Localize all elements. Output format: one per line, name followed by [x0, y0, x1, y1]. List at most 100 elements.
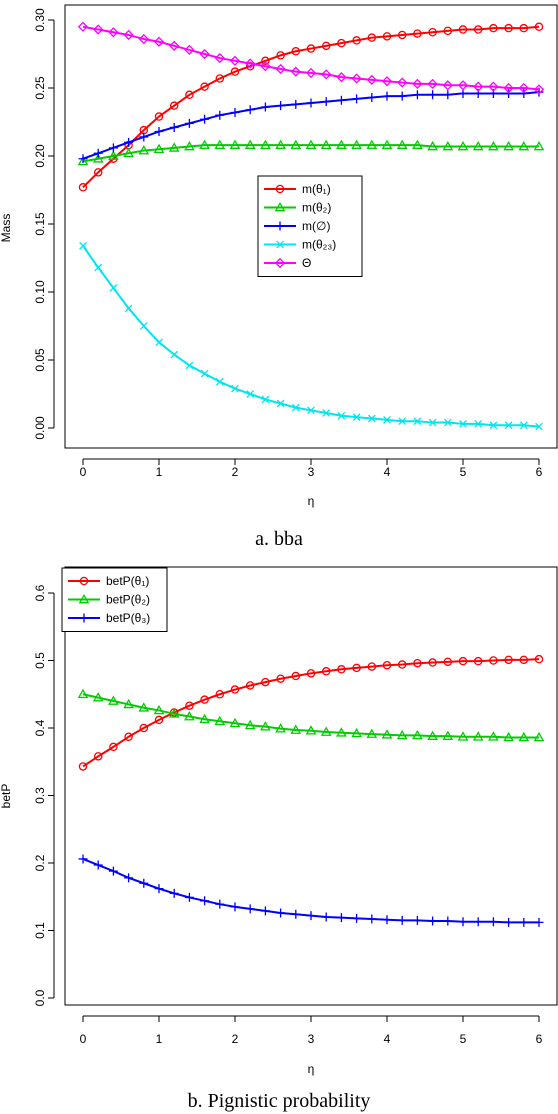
data-point — [275, 139, 286, 149]
data-point — [305, 725, 317, 735]
data-point — [336, 913, 346, 923]
data-point — [458, 917, 468, 927]
data-point — [245, 105, 255, 115]
data-point — [199, 48, 210, 60]
legend-label: m(∅) — [302, 219, 330, 233]
data-point — [290, 66, 301, 77]
legend: m(θ₁) m(θ₂) m(∅) m(θ₂₃) Θ — [257, 175, 363, 277]
data-point — [535, 422, 543, 431]
data-point — [489, 656, 498, 665]
data-point — [321, 912, 331, 922]
data-point — [396, 139, 408, 149]
data-point — [230, 902, 240, 912]
data-point — [382, 660, 392, 670]
data-point — [215, 899, 225, 909]
data-point — [351, 727, 362, 738]
data-point — [381, 729, 393, 739]
series-line — [82, 25, 540, 91]
data-point — [351, 139, 362, 149]
y-tick-label: 0.25 — [33, 76, 47, 100]
data-point — [352, 913, 362, 923]
data-point — [352, 36, 361, 45]
data-point — [92, 692, 104, 702]
data-point — [397, 30, 407, 40]
data-point — [260, 139, 271, 149]
data-point — [109, 742, 118, 752]
data-point — [124, 873, 134, 883]
y-tick-label: 0.20 — [33, 144, 47, 168]
data-point — [246, 390, 255, 398]
data-point — [260, 102, 270, 112]
data-point — [123, 147, 134, 158]
legend-marker — [275, 184, 285, 194]
data-point — [230, 685, 240, 694]
data-point — [504, 88, 514, 98]
data-point — [276, 399, 285, 408]
data-point — [276, 101, 286, 111]
data-point — [139, 723, 149, 733]
series-2 — [77, 139, 545, 166]
y-tick-label: 0.00 — [33, 416, 47, 440]
data-point — [185, 701, 194, 710]
data-point — [504, 421, 513, 430]
data-point — [504, 23, 513, 33]
data-point — [214, 715, 226, 726]
data-point — [93, 168, 103, 177]
data-point — [534, 917, 544, 927]
data-point — [169, 888, 179, 898]
legend-label: m(θ₂) — [302, 201, 331, 215]
data-point — [519, 23, 529, 33]
data-point — [306, 911, 316, 921]
data-point — [123, 29, 134, 41]
x-axis: 0 1 2 3 4 5 6 η — [80, 1015, 543, 1076]
legend-label: betP(θ₃) — [106, 611, 150, 625]
data-point — [397, 915, 407, 925]
data-point — [260, 721, 271, 731]
chart-1: 0 1 2 3 4 5 6 η 0.00 0.05 0.10 0.15 0.20 0.25 0.30 Mass… — [0, 4, 558, 550]
data-point — [260, 906, 270, 916]
data-point — [170, 350, 179, 359]
data-point — [489, 23, 498, 33]
x-tick-label: 0 — [80, 465, 87, 479]
x-tick-label: 2 — [232, 465, 239, 479]
data-point — [139, 878, 149, 888]
y-axis-title: betP — [0, 784, 13, 809]
legend-label: Θ — [302, 256, 311, 270]
data-point — [458, 656, 468, 666]
data-point — [428, 27, 437, 37]
data-point — [261, 56, 270, 66]
data-point — [138, 702, 150, 712]
data-point — [230, 107, 240, 117]
x-tick-label: 6 — [536, 465, 543, 479]
data-point — [245, 904, 255, 914]
data-point — [154, 884, 164, 894]
data-point — [229, 717, 241, 728]
chart-2: 0 1 2 3 4 5 6 η 0.0 0.1 0.2 0.3 0.4 0.5 0.6 betP betP(θ₁… — [0, 566, 558, 1112]
data-point — [366, 728, 378, 738]
data-point — [215, 690, 225, 699]
series-5 — [77, 21, 545, 95]
x-tick-label: 5 — [460, 1032, 467, 1046]
data-point — [200, 114, 210, 124]
data-point — [200, 82, 209, 91]
legend-marker — [79, 613, 89, 623]
plot-frame — [64, 566, 558, 1006]
data-point — [503, 731, 514, 742]
data-point — [78, 762, 88, 771]
data-point — [519, 421, 528, 430]
data-point — [108, 143, 118, 153]
data-point — [427, 730, 438, 740]
data-point — [305, 67, 317, 79]
x-axis-title: η — [308, 1062, 315, 1076]
data-point — [244, 719, 256, 730]
x-axis-title: η — [308, 494, 315, 508]
data-point — [245, 58, 256, 69]
data-point — [261, 677, 270, 687]
data-point — [291, 671, 301, 681]
data-point — [504, 917, 514, 927]
data-point — [290, 724, 302, 734]
data-point — [412, 139, 423, 149]
data-point — [200, 695, 209, 704]
data-point — [77, 21, 89, 32]
